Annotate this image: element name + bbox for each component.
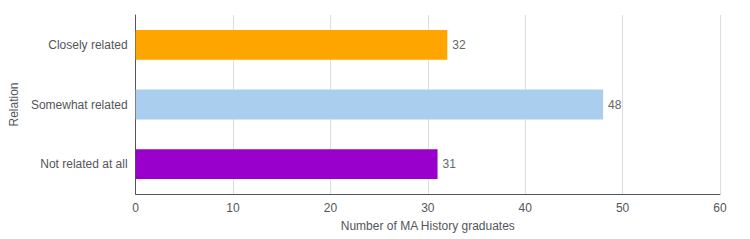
svg-text:0: 0 <box>132 201 139 215</box>
svg-text:40: 40 <box>519 201 533 215</box>
svg-text:60: 60 <box>713 201 727 215</box>
svg-text:Closely related: Closely related <box>48 38 127 52</box>
svg-text:32: 32 <box>452 38 466 52</box>
svg-text:30: 30 <box>421 201 435 215</box>
svg-text:31: 31 <box>443 157 457 171</box>
svg-text:Relation: Relation <box>7 82 21 126</box>
svg-text:48: 48 <box>608 98 622 112</box>
svg-text:20: 20 <box>324 201 338 215</box>
svg-text:Somewhat related: Somewhat related <box>31 98 128 112</box>
svg-text:10: 10 <box>226 201 240 215</box>
svg-text:50: 50 <box>616 201 630 215</box>
svg-text:Number of MA History graduates: Number of MA History graduates <box>341 219 515 233</box>
svg-text:Not related at all: Not related at all <box>40 157 127 171</box>
